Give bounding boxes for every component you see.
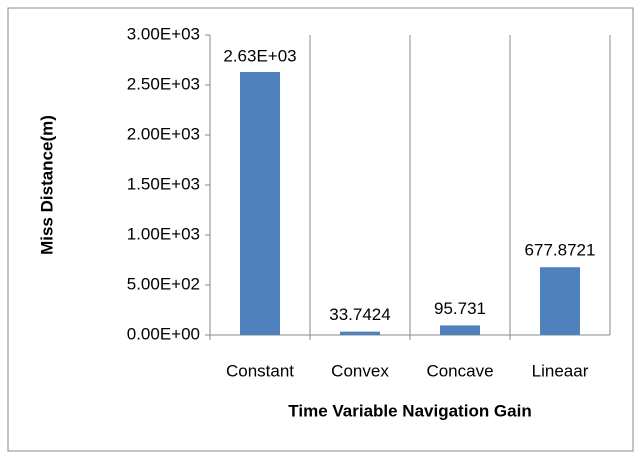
chart-frame: [7, 7, 634, 452]
x-tick-label: Lineaar: [532, 361, 589, 380]
y-tick-label: 1.50E+03: [127, 174, 200, 193]
y-tick-label: 1.00E+03: [127, 224, 200, 243]
value-label: 33.7424: [329, 305, 390, 324]
y-tick-label: 0.00E+00: [127, 324, 200, 343]
value-label: 2.63E+03: [223, 46, 296, 65]
y-tick-label: 2.00E+03: [127, 124, 200, 143]
y-tick-label: 2.50E+03: [127, 74, 200, 93]
y-axis-label: Miss Distance(m): [37, 115, 56, 255]
x-tick-label: Convex: [331, 361, 389, 380]
x-tick-label: Concave: [426, 361, 493, 380]
bar: [440, 325, 480, 335]
x-tick-label: Constant: [226, 361, 294, 380]
bar: [240, 72, 280, 335]
y-tick-label: 5.00E+02: [127, 274, 200, 293]
y-tick-label: 3.00E+03: [127, 24, 200, 43]
bar: [540, 267, 580, 335]
value-label: 677.8721: [525, 241, 596, 260]
bar: [340, 331, 380, 335]
x-axis-label: Time Variable Navigation Gain: [288, 401, 531, 420]
value-label: 95.731: [434, 299, 486, 318]
